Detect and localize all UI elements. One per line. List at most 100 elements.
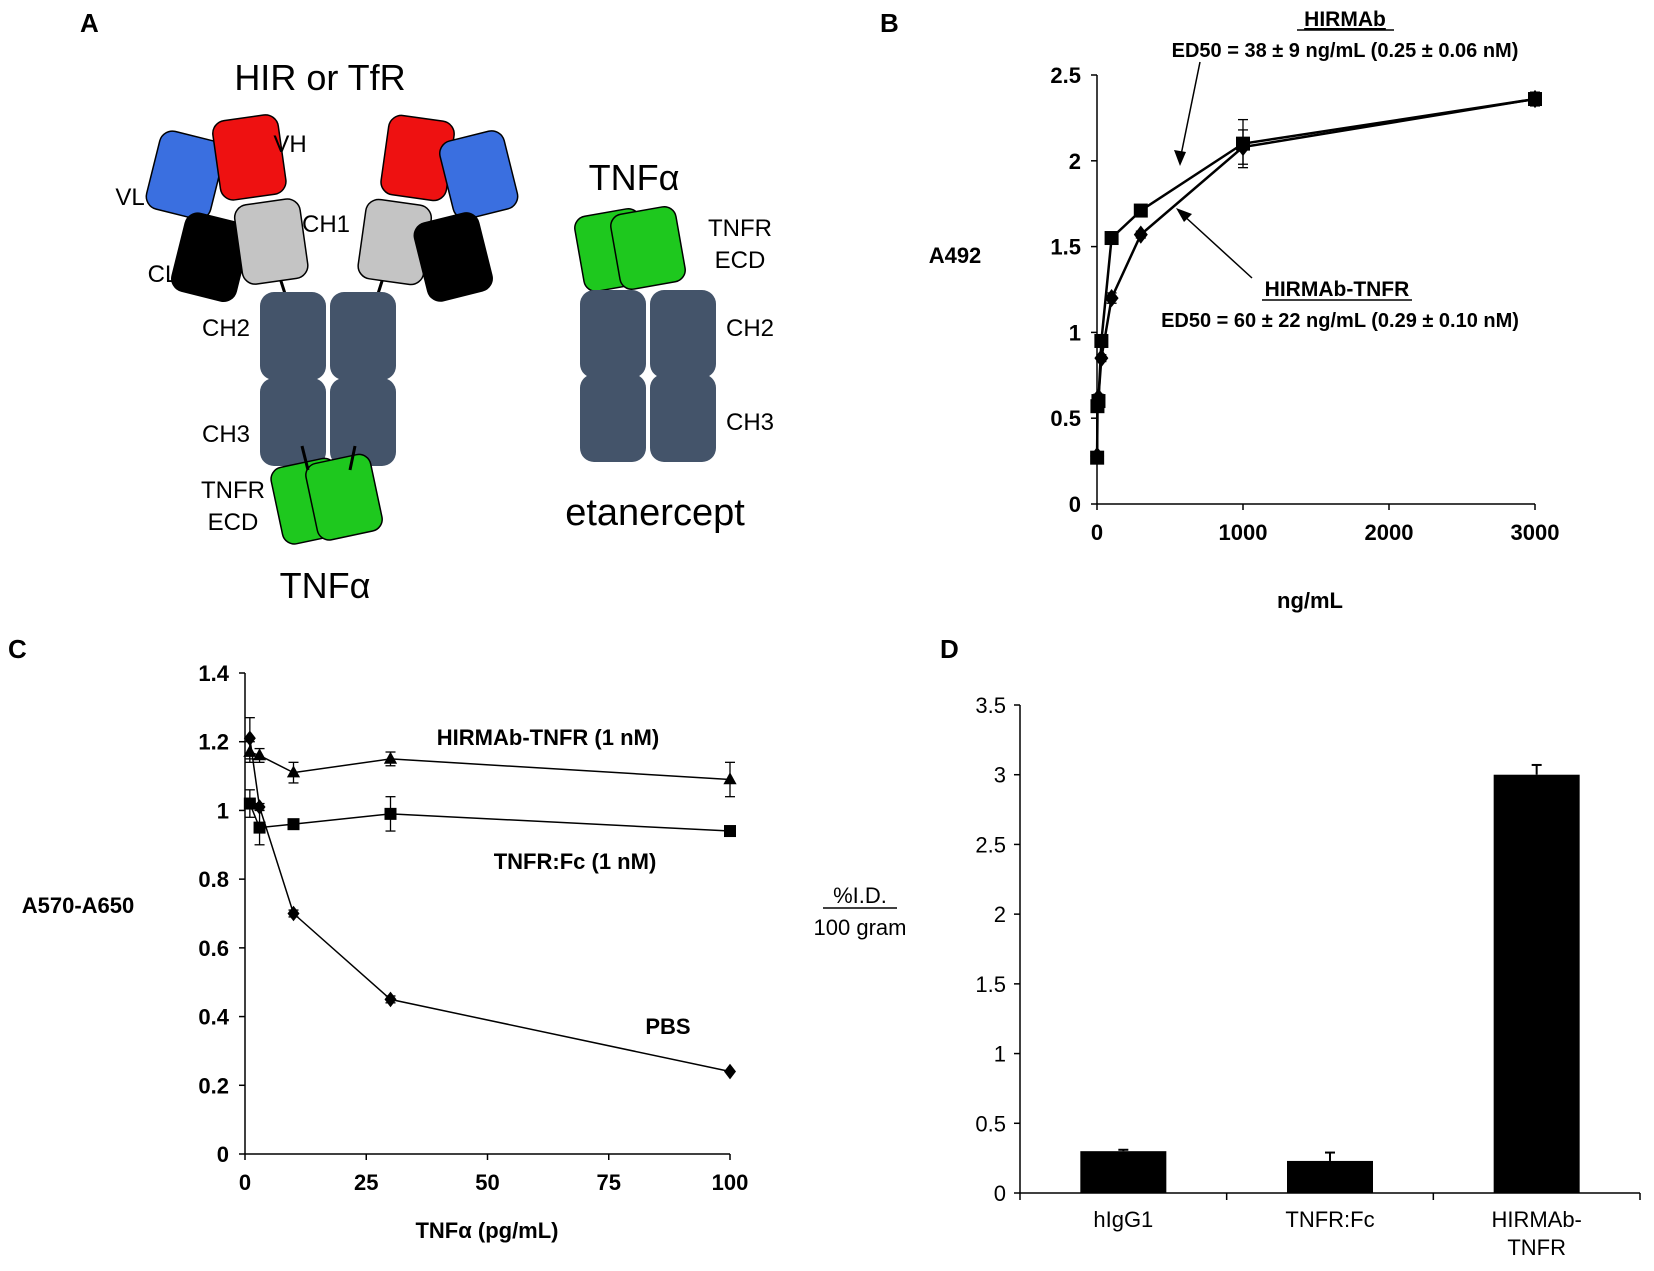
- label-tnfr-line2: ECD: [208, 509, 259, 536]
- arrow-hirmab-tnfr-line: [1181, 213, 1253, 279]
- annot-hirmab-tnfr-text: ED50 = 60 ± 22 ng/mL (0.29 ± 0.10 nM): [1161, 310, 1519, 332]
- etan-label-tnfr-line1: TNFR: [708, 215, 772, 242]
- data-point: [1528, 89, 1542, 109]
- arrow-hirmab-head: [1174, 150, 1186, 166]
- panel-d-letter: D: [940, 634, 959, 664]
- x-tick-label: 25: [354, 1170, 378, 1195]
- x-tick-label: 50: [475, 1170, 499, 1195]
- x-category-label: TNFR: [1507, 1235, 1566, 1260]
- x-tick-label: 75: [597, 1170, 621, 1195]
- label-hirmab-tnfr: HIRMAb-TNFR (1 nM): [437, 725, 659, 750]
- series-line: [249, 751, 731, 781]
- data-point: [1236, 137, 1250, 157]
- data-point: [724, 1063, 736, 1080]
- panel-c-letter: C: [8, 634, 27, 664]
- etan-label-tnfr-line2: ECD: [715, 247, 766, 274]
- data-point: [286, 765, 301, 778]
- data-point: [1091, 388, 1106, 407]
- x-category-label: hIgG1: [1093, 1207, 1153, 1232]
- y-tick-label: 1: [1069, 320, 1081, 345]
- y-tick-label: 3.5: [975, 693, 1006, 718]
- x-tick-label: 3000: [1511, 520, 1560, 545]
- y-tick-label: 1: [217, 798, 229, 823]
- label-tnfr-fc: TNFR:Fc (1 nM): [494, 849, 657, 874]
- y-tick-label: 1.5: [1050, 235, 1081, 260]
- bar: [1493, 774, 1580, 1193]
- y-tick-label: 0.6: [198, 936, 229, 961]
- data-point: [287, 905, 300, 922]
- annot-hirmab-title: HIRMAb: [1304, 8, 1386, 31]
- y-tick-label: 0.5: [1050, 406, 1081, 431]
- tnfr-ecd-domain-front: [305, 453, 383, 541]
- y-tick-label: 3: [994, 763, 1006, 788]
- label-vh: VH: [273, 131, 306, 158]
- y-tick-label: 1.5: [975, 972, 1006, 997]
- data-point: [243, 797, 256, 810]
- annot-hirmab-text: ED50 = 38 ± 9 ng/mL (0.25 ± 0.06 nM): [1172, 40, 1519, 62]
- label-vl: VL: [115, 184, 144, 211]
- panel-a-title: HIR or TfR: [234, 57, 405, 98]
- etan-tnfr-domain-front: [610, 205, 686, 291]
- ylabel-d-bottom: 100 gram: [814, 915, 907, 940]
- x-tick-label: 1000: [1219, 520, 1268, 545]
- data-point: [287, 818, 300, 831]
- label-ch2: CH2: [202, 315, 250, 342]
- etan-label-ch2: CH2: [726, 315, 774, 342]
- vl-domain-right: [439, 130, 519, 220]
- etan-name: etanercept: [565, 492, 745, 534]
- data-point: [1133, 203, 1148, 218]
- data-point: [384, 807, 397, 820]
- data-point: [253, 799, 266, 815]
- linker-left: [300, 445, 310, 471]
- x-tick-label: 2000: [1365, 520, 1414, 545]
- arrow-hirmab-line: [1179, 61, 1201, 161]
- label-tnfr-line1: TNFR: [201, 477, 265, 504]
- data-point: [1133, 225, 1148, 244]
- x-axis-title: ng/mL: [1277, 588, 1343, 613]
- data-point: [1090, 446, 1105, 466]
- etan-ch3-right: [650, 374, 716, 462]
- x-category-label: HIRMAb-: [1491, 1207, 1581, 1232]
- y-tick-label: 0.5: [975, 1111, 1006, 1136]
- data-point: [723, 772, 737, 785]
- x-tick-label: 0: [239, 1170, 251, 1195]
- chart-b-plot: 0 0.5 1 1.5 2 2.5 0 1000 2000 3000 ng/mL A492: [929, 63, 1560, 613]
- chart-c-plot: 0 0.2 0.4 0.6 0.8 1 1.2 1.4 0 25 50 75 100 TNFα (pg/m…: [22, 661, 749, 1243]
- panel-b-chart: B 0 0.5 1 1.5 2 2.5 0 1000 2000 3000 ng/mL A492 HIR…: [880, 8, 1559, 613]
- label-ch3: CH3: [202, 421, 250, 448]
- etan-label-ch3: CH3: [726, 409, 774, 436]
- data-point: [724, 825, 736, 838]
- data-point: [383, 751, 398, 764]
- ylabel-d-top: %I.D.: [833, 883, 887, 908]
- y-tick-label: 0: [217, 1142, 229, 1167]
- data-point: [243, 730, 256, 747]
- y-tick-label: 0.2: [198, 1073, 229, 1098]
- vh-domain-left: [212, 114, 287, 201]
- y-tick-label: 0.8: [198, 867, 229, 892]
- ch2-domain-right: [330, 292, 396, 380]
- etan-ch2-left: [580, 290, 646, 378]
- y-tick-label: 0.4: [198, 1005, 229, 1030]
- y-tick-label: 0: [1069, 492, 1081, 517]
- label-tnf-bottom: TNFα: [280, 565, 371, 606]
- linker-right: [348, 445, 357, 471]
- ch1-domain-left: [233, 198, 309, 285]
- panel-b-letter: B: [880, 8, 899, 38]
- y-tick-label: 2: [1069, 149, 1081, 174]
- ch3-domain-left: [260, 378, 326, 466]
- label-ch1: CH1: [302, 211, 350, 238]
- ch3-domain-right: [330, 378, 396, 466]
- ch2-domain-left: [260, 292, 326, 380]
- panel-d-chart: D 0 0.5 1 1.5 2 2.5 3 3.5 hIgG1 TNFR:Fc HIRMAb- TNF…: [814, 634, 1641, 1260]
- chart-d-plot: 0 0.5 1 1.5 2 2.5 3 3.5 hIgG1 TNFR:Fc HIRMAb- TNFR: [975, 693, 1641, 1260]
- y-tick-label: 1: [994, 1042, 1006, 1067]
- cl-domain-right: [413, 212, 493, 302]
- x-category-label: TNFR:Fc: [1285, 1207, 1374, 1232]
- data-point: [1104, 231, 1119, 246]
- etan-ch2-right: [650, 290, 716, 378]
- bar: [1080, 1151, 1167, 1193]
- y-tick-label: 1.2: [198, 730, 229, 755]
- data-point: [1094, 349, 1109, 368]
- bar: [1287, 1160, 1373, 1193]
